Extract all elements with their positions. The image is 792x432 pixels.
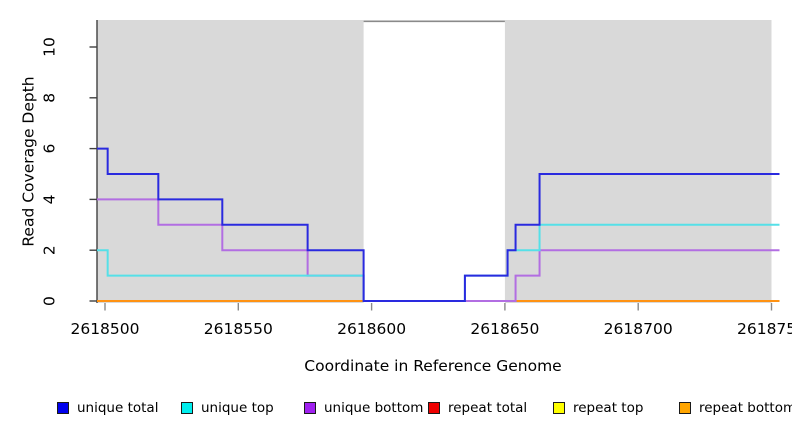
svg-text:2618650: 2618650: [470, 320, 539, 338]
x-axis-label: Coordinate in Reference Genome: [304, 357, 562, 375]
svg-text:2618600: 2618600: [337, 320, 406, 338]
svg-text:2618700: 2618700: [604, 320, 673, 338]
svg-text:2: 2: [41, 245, 59, 255]
svg-text:2618750: 2618750: [737, 320, 792, 338]
svg-text:6: 6: [41, 144, 59, 154]
svg-text:4: 4: [41, 194, 59, 204]
svg-text:10: 10: [41, 37, 59, 57]
svg-text:2618550: 2618550: [204, 320, 273, 338]
svg-text:8: 8: [41, 93, 59, 103]
svg-text:0: 0: [41, 296, 59, 306]
svg-text:2618500: 2618500: [70, 320, 139, 338]
y-axis-label: Read Coverage Depth: [19, 76, 38, 247]
